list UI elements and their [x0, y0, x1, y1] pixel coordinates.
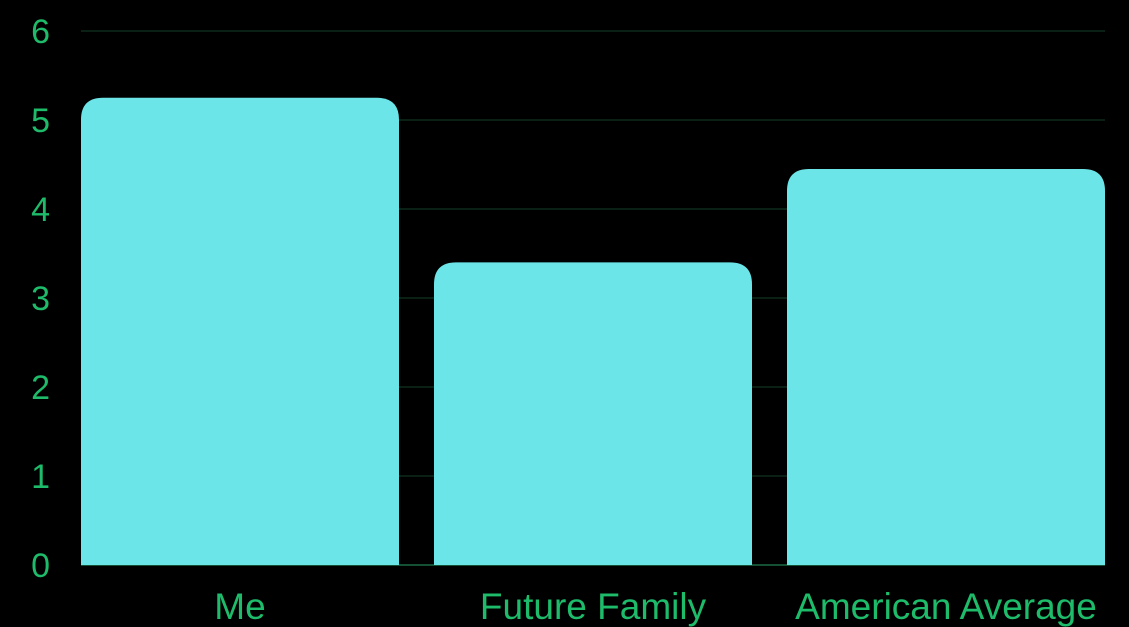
y-tick-label-3: 3	[31, 280, 50, 318]
y-tick-label-0: 0	[31, 547, 50, 585]
y-tick-label-2: 2	[31, 369, 50, 407]
x-category-label-0: Me	[214, 586, 265, 627]
y-tick-label-4: 4	[31, 191, 50, 229]
y-axis-tick-labels: 0 1 2 3 4 5 6	[31, 13, 50, 585]
y-tick-label-5: 5	[31, 102, 50, 140]
x-axis-category-labels: Me Future Family American Average	[214, 586, 1097, 627]
bars	[81, 97, 1105, 565]
x-category-label-2: American Average	[795, 586, 1097, 627]
bar-1	[434, 262, 752, 565]
x-category-label-1: Future Family	[480, 586, 707, 627]
bar-2	[787, 168, 1105, 565]
y-tick-label-1: 1	[31, 458, 50, 496]
y-tick-label-6: 6	[31, 13, 50, 51]
bar-0	[81, 97, 399, 565]
